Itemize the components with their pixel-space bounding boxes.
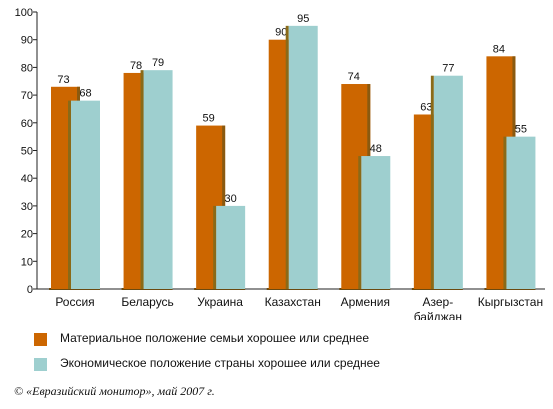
bar-shade-series-2 [285, 25, 289, 289]
data-label-series-2: 48 [370, 143, 382, 155]
legend-swatch-series-1 [34, 333, 47, 346]
data-label-series-1: 63 [420, 101, 432, 113]
y-tick-label: 50 [21, 146, 33, 158]
y-tick-label: 20 [21, 229, 33, 241]
y-tick-label: 80 [21, 62, 33, 74]
legend-item-series-2: Экономическое положение страны хорошее и… [34, 356, 534, 374]
data-label-series-1: 74 [348, 71, 360, 83]
y-tick-label: 100 [15, 7, 33, 19]
y-tick-label: 40 [21, 173, 33, 185]
data-label-series-2: 95 [297, 13, 309, 25]
y-tick-label: 10 [21, 256, 33, 268]
legend-item-series-1: Материальное положение семьи хорошее или… [34, 331, 534, 349]
bar-series-2 [506, 136, 536, 289]
source-note: © «Евразийский монитор», май 2007 г. [14, 384, 215, 398]
category-label: Беларусь [121, 295, 173, 309]
bar-shade-series-2 [430, 75, 434, 290]
category-label: Украина [197, 295, 243, 309]
bar-series-2 [361, 156, 391, 289]
y-tick-label: 60 [21, 118, 33, 130]
data-label-series-2: 68 [79, 88, 91, 100]
data-label-series-2: 30 [225, 193, 237, 205]
data-label-series-1: 73 [57, 74, 69, 86]
data-label-series-1: 59 [203, 113, 215, 125]
data-label-series-1: 84 [493, 43, 505, 55]
legend-swatch-series-2 [34, 358, 47, 371]
category-label: Кыргызстан [478, 295, 543, 309]
bar-shade-series-2 [503, 136, 507, 289]
bar-series-2 [433, 75, 463, 290]
bar-shade-series-2 [213, 205, 217, 289]
bar-series-2 [216, 205, 246, 289]
category-label: Россия [55, 295, 94, 309]
data-label-series-2: 55 [515, 124, 527, 136]
y-tick-label: 0 [27, 284, 33, 296]
category-label: Армения [341, 295, 390, 309]
category-label: Азер-байджан [414, 295, 462, 320]
bar-chart: 0 10 20 30 40 50 60 70 80 90 100 73 68 Россия 78 79 Бела… [15, 7, 545, 320]
category-label: Казахстан [265, 295, 321, 309]
y-tick-label: 30 [21, 201, 33, 213]
y-tick-label: 70 [21, 90, 33, 102]
legend-label-series-1: Материальное положение семьи хорошее или… [60, 331, 370, 345]
data-label-series-1: 78 [130, 60, 142, 72]
bar-series-2 [143, 70, 173, 289]
y-tick-label: 90 [21, 35, 33, 47]
bar-shade-series-2 [140, 70, 144, 289]
data-label-series-2: 79 [152, 57, 164, 69]
data-label-series-2: 77 [442, 63, 454, 75]
bar-series-2 [288, 25, 318, 289]
legend-label-series-2: Экономическое положение страны хорошее и… [60, 356, 380, 370]
bar-shade-series-2 [68, 100, 71, 289]
bar-shade-series-2 [358, 156, 362, 289]
bar-series-2 [71, 100, 100, 289]
data-label-series-1: 90 [275, 27, 287, 39]
